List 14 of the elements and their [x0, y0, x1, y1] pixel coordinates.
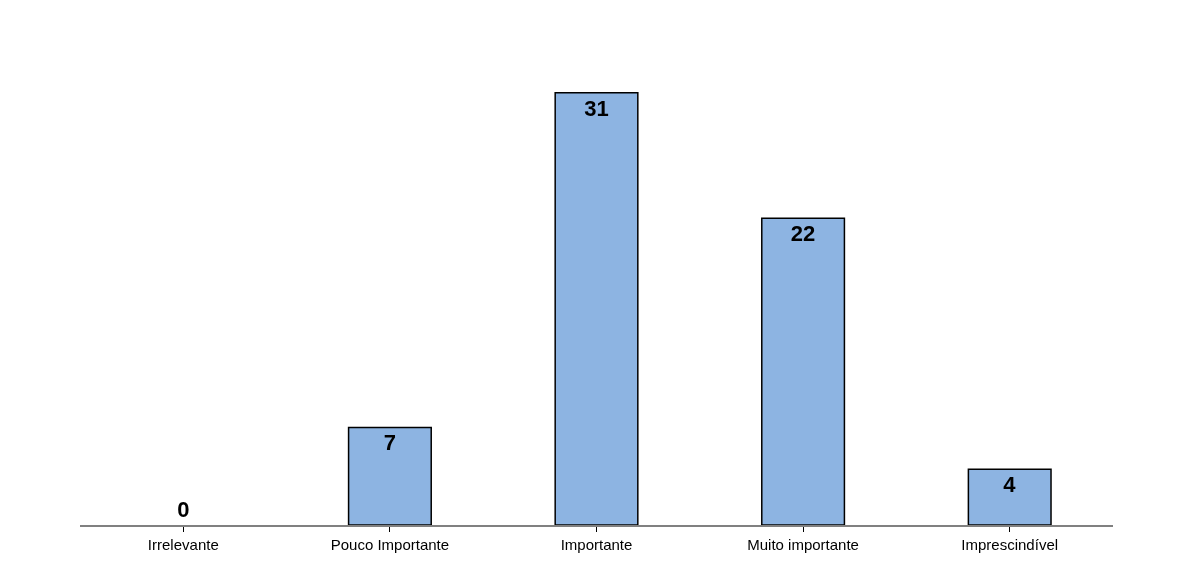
- bar: [347, 426, 432, 525]
- x-tick-label: Importante: [560, 536, 633, 553]
- data-label: 0: [177, 497, 190, 522]
- bar: [967, 468, 1052, 525]
- data-label: 31: [584, 95, 609, 121]
- x-tick-label: Imprescindível: [961, 536, 1059, 553]
- data-label: 7: [383, 430, 397, 456]
- x-tick-label: Muito importante: [747, 536, 859, 553]
- x-tick-label: Irrelevante: [147, 536, 219, 553]
- x-tick-label: Pouco Importante: [330, 536, 450, 553]
- bar: [761, 217, 846, 525]
- data-label: 4: [1003, 472, 1017, 498]
- data-label: 22: [790, 221, 816, 247]
- bar: [554, 92, 639, 525]
